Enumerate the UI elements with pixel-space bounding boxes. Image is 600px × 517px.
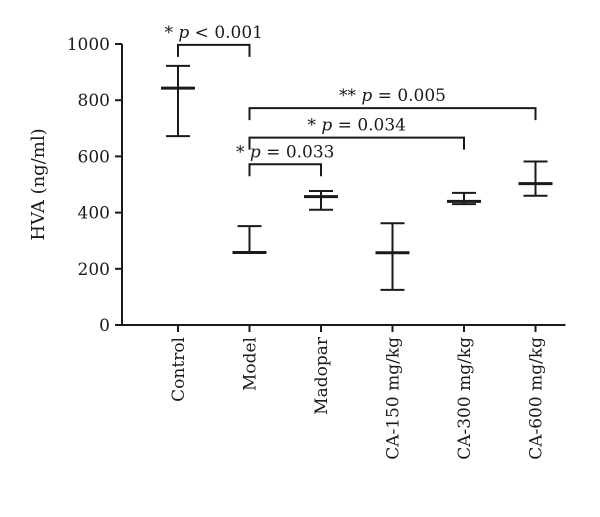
significance-bracket: [248, 136, 465, 150]
p-value: = 0.005: [372, 86, 446, 106]
x-tick-labels: Control Model Madopar CA-150 mg/kg CA-300 mg…: [169, 325, 547, 460]
significance-bracket: [248, 107, 537, 121]
y-axis-label: HVA (ng/ml): [28, 128, 49, 240]
category-label: CA-600 mg/kg: [527, 337, 547, 460]
significance-brackets: * p < 0.001** p = 0.005* p = 0.034* p = …: [164, 23, 537, 177]
significance-label: * p = 0.034: [307, 116, 406, 136]
significance-label: * p < 0.001: [164, 23, 263, 43]
category-label: CA-300 mg/kg: [455, 337, 475, 460]
significance-bracket: [248, 163, 322, 177]
y-tick-label: 800: [78, 91, 110, 111]
p-symbol: p: [361, 86, 372, 106]
data-marks: [161, 64, 553, 291]
category-label: Control: [169, 337, 189, 402]
p-value: = 0.034: [332, 116, 406, 136]
significance-label: * p = 0.033: [236, 142, 335, 162]
significance-stars: *: [236, 142, 250, 162]
y-tick-label: 400: [78, 204, 110, 224]
p-symbol: p: [250, 142, 261, 162]
y-tick-label: 1000: [67, 35, 110, 55]
axes: [121, 44, 566, 326]
category-label: Model: [241, 337, 261, 391]
p-symbol: p: [178, 23, 189, 43]
significance-stars: *: [164, 23, 178, 43]
category-label: CA-150 mg/kg: [384, 337, 404, 460]
y-ticks: 0 200 400 600 800 1000: [67, 35, 122, 336]
significance-bracket: [177, 43, 251, 57]
p-symbol: p: [321, 116, 332, 136]
y-tick-label: 0: [99, 316, 110, 336]
p-value: < 0.001: [189, 23, 263, 43]
significance-label: ** p = 0.005: [339, 86, 446, 106]
category-label: Madopar: [312, 336, 332, 415]
significance-stars: **: [339, 86, 361, 106]
y-tick-label: 600: [78, 147, 110, 167]
significance-stars: *: [307, 116, 321, 136]
y-tick-label: 200: [78, 260, 110, 280]
p-value: = 0.033: [261, 142, 335, 162]
